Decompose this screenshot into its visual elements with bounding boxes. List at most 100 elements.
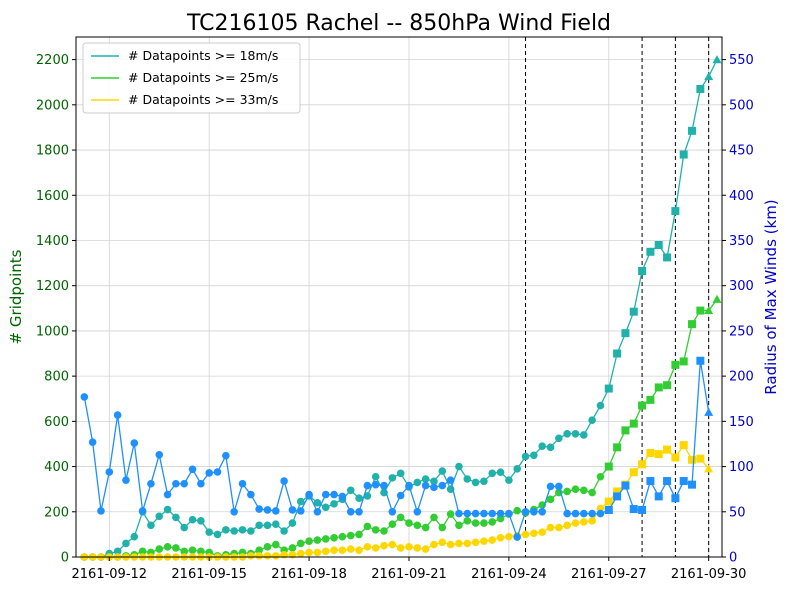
point-ds18-51 (505, 476, 513, 484)
legend-label-ds25: # Datapoints >= 25m/s (128, 70, 278, 85)
point-ds25-42 (430, 513, 438, 522)
point-ds33-36 (380, 541, 388, 550)
point-ds25-28 (313, 536, 322, 544)
point-ds25-56 (546, 495, 555, 504)
point-ds33-47 (471, 538, 480, 547)
point-ds18-57 (555, 434, 563, 443)
point-ds18-28 (313, 498, 322, 507)
point-ds18-45 (455, 462, 463, 471)
point-ds25-11 (172, 544, 180, 552)
point-ds33-57 (555, 523, 563, 532)
right-tick-label-7: 350 (729, 234, 754, 249)
point-ds33-33 (355, 546, 363, 555)
point-rmw-62 (596, 509, 605, 518)
point-ds33-39 (405, 543, 413, 551)
point-ds33-69 (654, 450, 663, 459)
left-tick-label-2: 400 (44, 460, 69, 475)
point-rmw-74 (696, 356, 705, 365)
point-ds18-46 (463, 475, 472, 483)
point-ds18-24 (280, 527, 288, 535)
point-ds18-62 (596, 401, 605, 410)
point-ds18-61 (588, 416, 596, 425)
point-rmw-23 (271, 507, 280, 515)
point-ds18-34 (363, 492, 372, 500)
point-rmw-22 (263, 506, 272, 514)
point-ds18-17 (222, 526, 230, 534)
point-rmw-29 (321, 490, 330, 499)
point-ds25-63 (604, 462, 613, 471)
point-ds18-12 (180, 523, 189, 532)
point-ds18-30 (330, 500, 338, 508)
point-ds18-71 (671, 207, 680, 216)
point-ds33-50 (496, 533, 505, 542)
point-ds33-74 (696, 454, 705, 463)
point-rmw-5 (122, 476, 130, 484)
point-rmw-44 (446, 476, 455, 484)
right-tick-label-2: 100 (729, 460, 754, 475)
point-ds33-71 (671, 453, 680, 462)
x-tick-label-6: 2161-09-30 (671, 567, 747, 582)
point-ds18-52 (513, 465, 522, 473)
point-ds33-31 (338, 546, 347, 555)
point-ds33-46 (463, 539, 472, 548)
point-ds33-59 (571, 519, 580, 527)
point-rmw-32 (346, 507, 355, 516)
point-rmw-26 (296, 507, 305, 515)
left-tick-label-11: 2200 (36, 53, 69, 68)
point-rmw-42 (430, 483, 438, 492)
point-ds25-26 (296, 539, 305, 548)
point-ds25-71 (671, 360, 680, 369)
event-vertical-lines (525, 37, 710, 557)
point-ds25-22 (263, 543, 272, 551)
point-ds18-47 (471, 478, 480, 487)
point-ds25-44 (446, 510, 455, 518)
point-ds33-43 (438, 538, 447, 547)
left-tick-label-10: 2000 (36, 98, 69, 113)
point-rmw-36 (380, 481, 388, 490)
point-ds33-58 (563, 521, 571, 530)
right-tick-label-9: 450 (729, 144, 754, 159)
point-rmw-20 (247, 490, 255, 499)
point-ds18-29 (321, 503, 330, 512)
point-ds25-29 (321, 535, 330, 543)
point-ds33-70 (663, 445, 672, 454)
point-rmw-46 (463, 509, 472, 518)
right-tick-label-3: 150 (729, 415, 754, 430)
point-ds33-35 (371, 544, 380, 552)
right-tick-label-11: 550 (729, 53, 754, 68)
point-ds18-60 (580, 431, 588, 439)
point-rmw-34 (363, 481, 372, 490)
point-rmw-38 (396, 491, 405, 500)
point-ds33-37 (388, 540, 397, 549)
point-ds25-25 (288, 544, 297, 552)
point-ds33-53 (521, 530, 530, 539)
point-ds33-45 (455, 539, 463, 548)
point-ds25-36 (380, 527, 388, 535)
point-ds33-61 (588, 517, 596, 525)
point-rmw-37 (388, 507, 397, 516)
point-rmw-33 (355, 507, 363, 516)
point-ds18-19 (238, 526, 247, 534)
point-ds33-48 (480, 537, 488, 545)
point-ds18-53 (521, 452, 530, 461)
point-ds18-49 (488, 469, 497, 478)
left-axis-ticks: 0 200 400 600 800 1000 1200 1400 1600 1800 2000 220… (36, 53, 76, 566)
point-rmw-50 (496, 509, 505, 518)
x-tick-label-3: 2161-09-21 (371, 567, 447, 582)
point-ds25-34 (363, 522, 372, 531)
point-ds33-34 (363, 543, 372, 551)
right-axis-ticks: 0 50 100 150 200 250 300 350 400 450 500 550 (722, 53, 754, 566)
point-ds25-38 (396, 513, 405, 522)
point-ds18-14 (197, 517, 205, 525)
point-ds18-68 (646, 247, 655, 256)
point-ds33-68 (646, 449, 655, 457)
x-axis-ticks: 2161-09-12 2161-09-15 2161-09-18 2161-09-21… (72, 557, 747, 582)
point-rmw-0 (80, 393, 89, 401)
point-ds18-6 (130, 532, 139, 541)
point-ds33-75 (704, 464, 714, 473)
point-rmw-27 (305, 490, 313, 499)
x-tick-label-4: 2161-09-24 (471, 567, 547, 582)
point-ds33-44 (446, 540, 455, 549)
point-ds18-41 (421, 475, 430, 483)
point-ds33-20 (247, 552, 255, 560)
